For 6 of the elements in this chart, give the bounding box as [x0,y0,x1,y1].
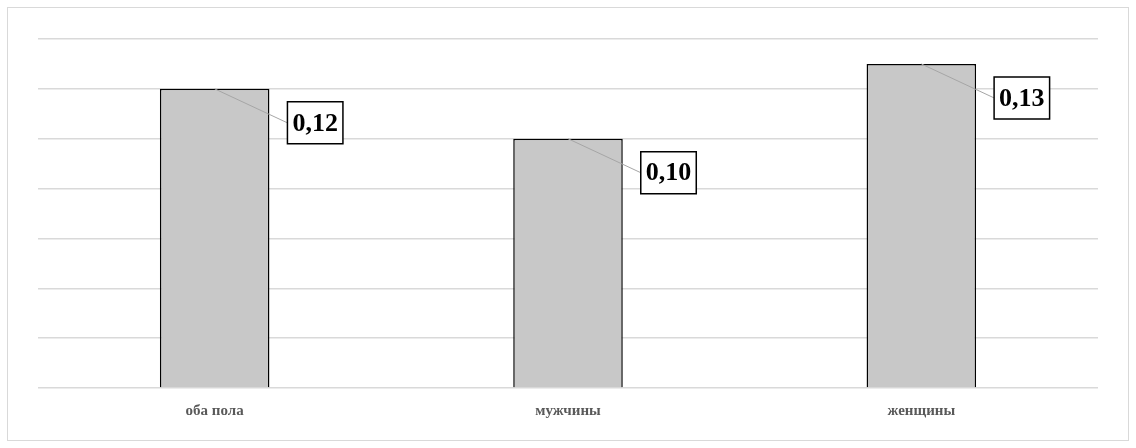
data-label: 0,12 [292,107,338,137]
data-label: 0,10 [645,157,692,187]
x-tick-label: женщины [887,401,956,418]
x-tick-label: мужчины [535,401,602,418]
data-label: 0,13 [999,82,1045,112]
x-tick-label: оба пола [185,401,245,418]
